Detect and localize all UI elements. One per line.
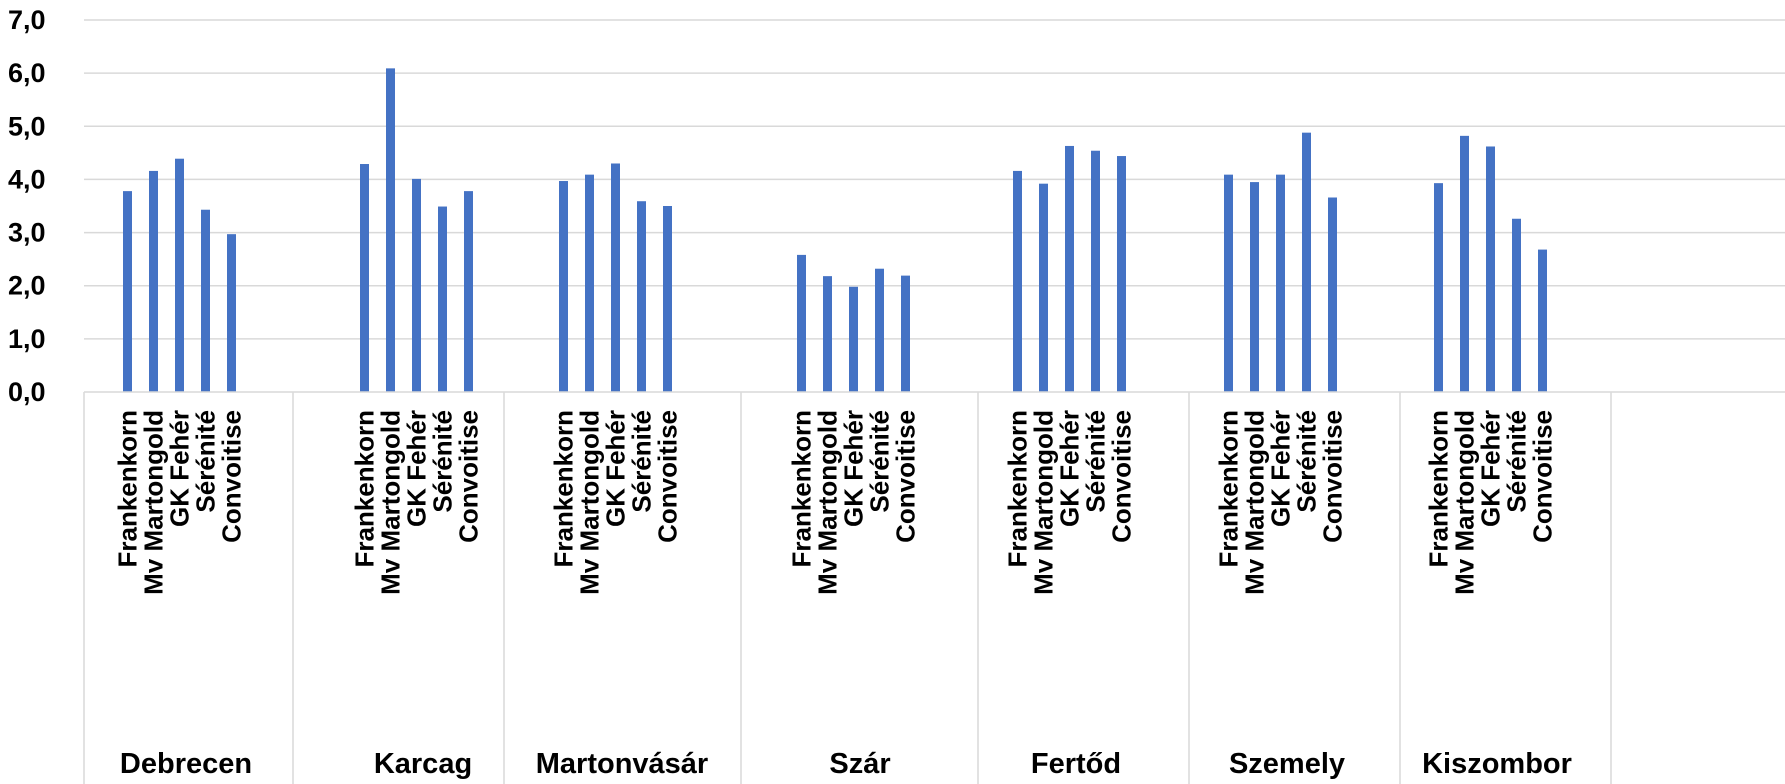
- variety-tick-label: Frankenkorn: [1214, 410, 1244, 568]
- variety-tick-label: Frankenkorn: [787, 410, 817, 568]
- location-label: Karcag: [374, 748, 472, 780]
- variety-tick-label: Mv Martongold: [575, 410, 605, 595]
- bar: [1538, 249, 1547, 392]
- y-tick-label: 5,0: [8, 111, 46, 141]
- variety-tick-label: Frankenkorn: [1003, 410, 1033, 568]
- bar: [1117, 156, 1126, 392]
- variety-tick-label: Mv Martongold: [813, 410, 843, 595]
- bar: [386, 68, 395, 393]
- location-label: Debrecen: [120, 748, 252, 780]
- variety-tick-label: Convoitise: [1318, 410, 1348, 543]
- variety-tick-label: Convoitise: [891, 410, 921, 543]
- y-tick-label: 3,0: [8, 218, 46, 248]
- bar: [637, 201, 646, 392]
- variety-tick-label: Mv Martongold: [1450, 410, 1480, 595]
- variety-tick-label: Convoitise: [1107, 410, 1137, 543]
- variety-tick-label: Frankenkorn: [350, 410, 380, 568]
- variety-tick-label: Mv Martongold: [1240, 410, 1270, 595]
- variety-tick-label: Sérénité: [865, 410, 895, 513]
- y-axis: 0,0 1,0 2,0 3,0 4,0 5,0 6,0 7,0: [8, 5, 46, 407]
- variety-tick-label: GK Fehér: [1266, 410, 1296, 527]
- bar: [360, 164, 369, 392]
- variety-tick-label: GK Fehér: [1476, 410, 1506, 527]
- y-tick-label: 6,0: [8, 58, 46, 88]
- variety-tick-label: Sérénité: [191, 410, 221, 513]
- bar: [1486, 146, 1495, 392]
- bar: [1276, 174, 1285, 392]
- bar: [797, 254, 806, 392]
- variety-tick-label: Mv Martongold: [139, 410, 169, 595]
- variety-tick-label: GK Fehér: [402, 410, 432, 527]
- variety-tick-label: Sérénité: [1292, 410, 1322, 513]
- variety-tick-label: GK Fehér: [601, 410, 631, 527]
- bar: [1224, 174, 1233, 392]
- location-label: Szár: [829, 748, 890, 780]
- bar: [149, 170, 158, 392]
- variety-tick-label: Convoitise: [653, 410, 683, 543]
- variety-tick-label: Convoitise: [217, 410, 247, 543]
- variety-tick-label: Sérénité: [1081, 410, 1111, 513]
- variety-tick-label: Sérénité: [1502, 410, 1532, 513]
- bar: [1091, 150, 1100, 392]
- bar: [1512, 218, 1521, 392]
- bars: [123, 68, 1547, 393]
- bar: [611, 163, 620, 392]
- variety-tick-label: GK Fehér: [1055, 410, 1085, 527]
- bar: [227, 234, 236, 392]
- variety-tick-label: Convoitise: [454, 410, 484, 543]
- variety-tick-label: Frankenkorn: [549, 410, 579, 568]
- variety-tick-label: Mv Martongold: [376, 410, 406, 595]
- variety-tick-label: Sérénité: [428, 410, 458, 513]
- variety-tick-label: GK Fehér: [165, 410, 195, 527]
- gridlines: [84, 19, 1785, 340]
- variety-tick-label: Frankenkorn: [113, 410, 143, 568]
- bar: [1302, 132, 1311, 393]
- bar: [438, 206, 447, 392]
- bar: [1039, 183, 1048, 392]
- y-tick-label: 4,0: [8, 164, 46, 194]
- y-tick-label: 1,0: [8, 324, 46, 354]
- location-label: Fertőd: [1031, 748, 1121, 780]
- y-tick-label: 2,0: [8, 271, 46, 301]
- y-tick-label: 0,0: [8, 377, 46, 407]
- bar: [464, 191, 473, 392]
- y-tick-label: 7,0: [8, 5, 46, 35]
- bar: [175, 158, 184, 392]
- bar: [849, 286, 858, 392]
- variety-tick-label: GK Fehér: [839, 410, 869, 527]
- variety-tick-label: Mv Martongold: [1029, 410, 1059, 595]
- bar: [875, 268, 884, 392]
- location-label: Kiszombor: [1422, 748, 1572, 780]
- variety-tick-label: Convoitise: [1528, 410, 1558, 543]
- bar: [1328, 197, 1337, 392]
- bar: [1434, 183, 1443, 392]
- bar: [663, 206, 672, 392]
- bar: [412, 178, 421, 392]
- variety-tick-label: Sérénité: [627, 410, 657, 513]
- bar: [901, 275, 910, 392]
- bar: [559, 181, 568, 392]
- bar: [1460, 135, 1469, 392]
- bar: [201, 209, 210, 392]
- bar: [1250, 182, 1259, 392]
- bar: [1065, 145, 1074, 392]
- bar: [123, 191, 132, 392]
- location-label: Szemely: [1229, 748, 1345, 780]
- location-label: Martonvásár: [536, 748, 708, 780]
- bar: [585, 174, 594, 392]
- variety-tick-label: Frankenkorn: [1424, 410, 1454, 568]
- bar: [1013, 170, 1022, 392]
- bar: [823, 276, 832, 392]
